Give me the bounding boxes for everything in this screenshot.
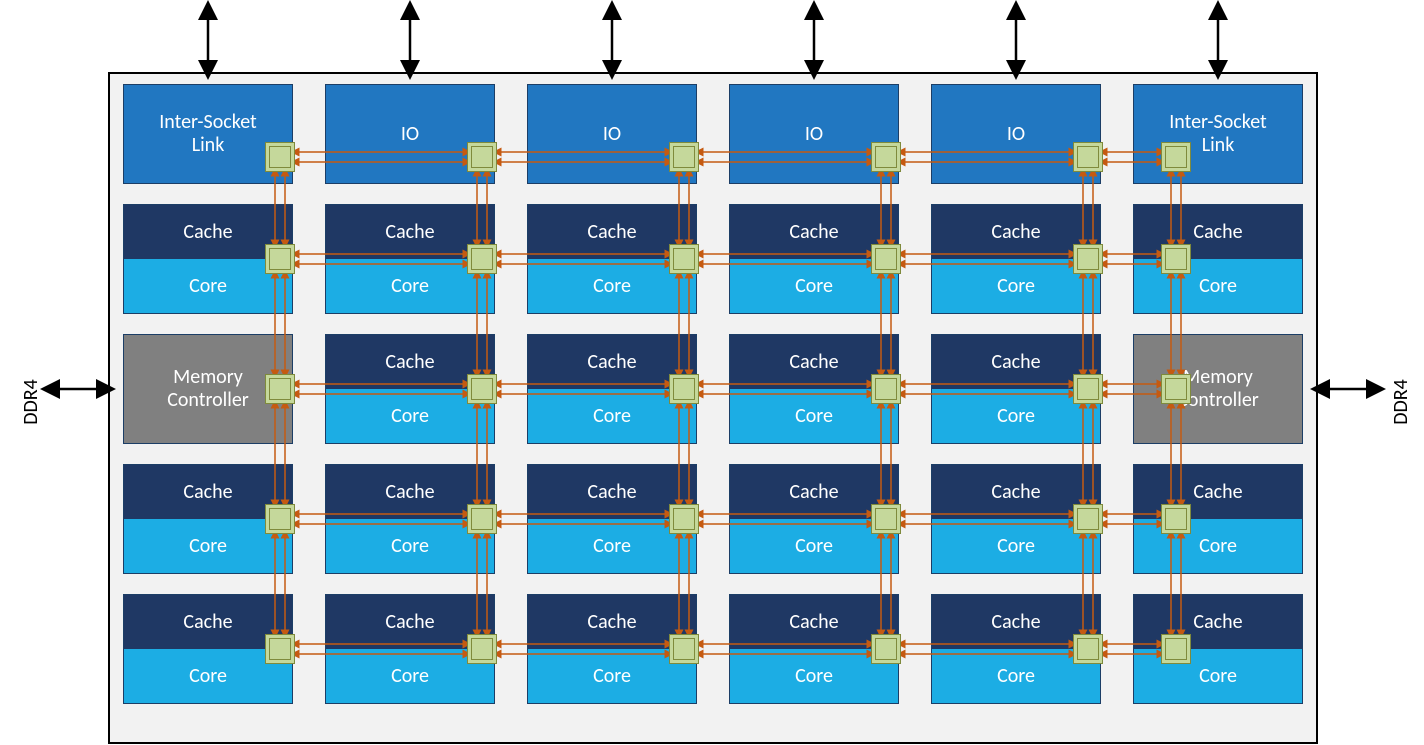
- mesh-router-node: [871, 634, 901, 664]
- mesh-router-node: [265, 244, 295, 274]
- cache-core-block: CacheCore: [1133, 594, 1303, 704]
- mesh-router-node: [1073, 374, 1103, 404]
- mesh-router-node: [871, 504, 901, 534]
- cache-core-block: CacheCore: [1133, 464, 1303, 574]
- mesh-router-node: [871, 374, 901, 404]
- mesh-router-node: [1073, 634, 1103, 664]
- memory-controller-block: Memory Controller: [1133, 334, 1303, 444]
- cache-label: Cache: [1134, 595, 1302, 650]
- mesh-router-node: [1161, 504, 1191, 534]
- mesh-router-node: [265, 504, 295, 534]
- ddr-label-left: DDR4: [19, 379, 43, 425]
- mesh-router-node: [1161, 142, 1191, 172]
- core-label: Core: [1134, 259, 1302, 313]
- mesh-router-node: [1161, 244, 1191, 274]
- mesh-router-node: [669, 244, 699, 274]
- mesh-router-node: [1073, 142, 1103, 172]
- ddr-label-right: DDR4: [1389, 379, 1413, 425]
- cache-label: Cache: [1134, 465, 1302, 520]
- mesh-router-node: [467, 504, 497, 534]
- mesh-router-node: [669, 504, 699, 534]
- cache-label: Cache: [1134, 205, 1302, 260]
- cache-core-block: CacheCore: [1133, 204, 1303, 314]
- cpu-mesh-diagram: DDR4 DDR4 Inter-Socket LinkIOIOIOIOInter…: [0, 0, 1424, 745]
- mesh-router-node: [467, 244, 497, 274]
- mesh-router-node: [265, 634, 295, 664]
- mesh-router-node: [467, 142, 497, 172]
- mesh-router-node: [871, 142, 901, 172]
- mesh-router-node: [871, 244, 901, 274]
- core-label: Core: [1134, 649, 1302, 703]
- core-label: Core: [1134, 519, 1302, 573]
- inter-socket-link-block: Inter-Socket Link: [1133, 84, 1303, 184]
- mesh-router-node: [1073, 504, 1103, 534]
- mesh-router-node: [467, 634, 497, 664]
- mesh-router-node: [467, 374, 497, 404]
- mesh-router-node: [1073, 244, 1103, 274]
- mesh-router-node: [1161, 634, 1191, 664]
- mesh-router-node: [669, 374, 699, 404]
- mesh-router-node: [669, 142, 699, 172]
- mesh-router-node: [265, 142, 295, 172]
- mesh-router-node: [1161, 374, 1191, 404]
- mesh-router-node: [669, 634, 699, 664]
- mesh-router-node: [265, 374, 295, 404]
